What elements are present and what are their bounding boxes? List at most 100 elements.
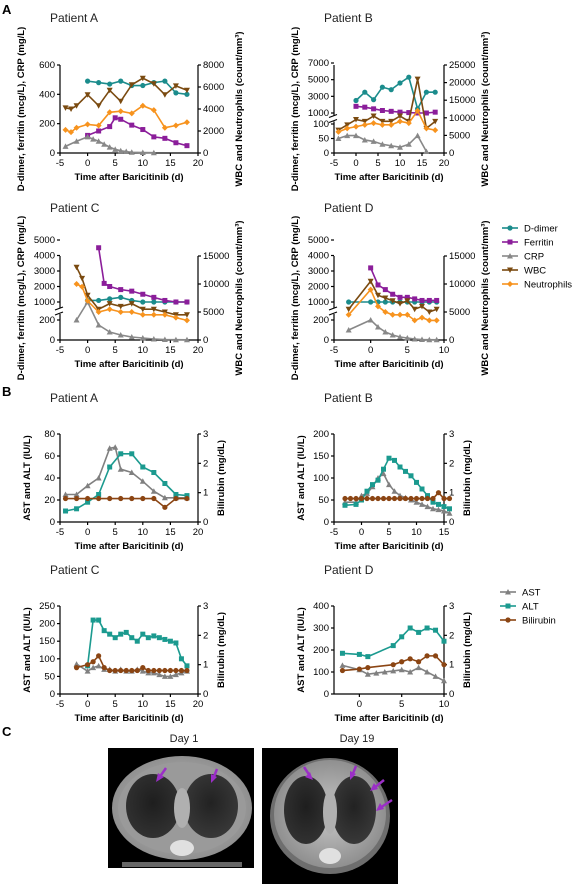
y2-tick-label: 1: [449, 660, 454, 671]
series-alt: [342, 455, 452, 512]
data-point: [150, 336, 157, 342]
data-point: [353, 97, 359, 104]
data-point: [406, 74, 412, 80]
x-tick-label: 0: [85, 699, 90, 710]
data-point: [167, 667, 173, 674]
x-tick-label: 0: [85, 345, 90, 356]
data-point: [161, 311, 168, 318]
data-point: [367, 317, 374, 323]
data-point: [161, 336, 168, 342]
data-point: [375, 324, 381, 330]
series-line: [75, 266, 187, 316]
data-point: [73, 264, 80, 271]
data-point: [388, 108, 394, 114]
legend-marker: [507, 281, 513, 287]
data-point: [101, 665, 107, 671]
data-point: [416, 659, 422, 665]
arrow-icon: [370, 779, 385, 791]
x-tick-label: 10: [138, 527, 149, 538]
data-point: [369, 495, 376, 502]
data-point: [84, 92, 91, 98]
series-line: [65, 104, 188, 134]
data-point: [335, 135, 342, 141]
data-point: [118, 451, 124, 457]
data-point: [382, 295, 389, 301]
y-tick-label: 200: [39, 315, 55, 326]
data-point: [414, 107, 421, 114]
y-tick-label: 0: [50, 689, 55, 700]
x-tick-label: -5: [56, 345, 64, 356]
data-point: [101, 628, 107, 634]
data-point: [356, 666, 362, 672]
data-point: [107, 631, 113, 637]
data-point: [419, 297, 425, 303]
y-tick-label: 200: [313, 645, 329, 656]
data-point: [356, 651, 362, 657]
y2-axis-label: Bilirubin (mg/dL): [462, 440, 473, 516]
y-tick-label: 5000: [308, 75, 329, 86]
data-point: [342, 495, 348, 502]
data-point: [73, 138, 80, 144]
ct-image-day1: [108, 748, 254, 868]
data-point: [379, 108, 385, 113]
data-point: [433, 336, 440, 343]
data-point: [162, 504, 168, 510]
x-tick-label: -5: [330, 527, 338, 538]
data-point: [150, 107, 157, 114]
y2-tick-label: 0: [203, 517, 208, 528]
axis-break-mark: [328, 118, 338, 124]
data-point: [447, 506, 452, 512]
data-point: [426, 317, 433, 324]
x-tick-label: 20: [193, 345, 204, 356]
data-point: [361, 136, 368, 143]
x-tick-label: -5: [330, 345, 338, 356]
data-point: [107, 296, 113, 302]
data-point: [426, 297, 432, 303]
y2-tick-label: 2: [203, 630, 208, 641]
y2-tick-label: 0: [449, 148, 454, 159]
y-tick-label: 0: [324, 517, 329, 528]
data-point: [128, 469, 135, 475]
data-point: [150, 311, 157, 318]
data-point: [90, 136, 97, 142]
y-tick-label: 1000: [308, 297, 329, 308]
data-point: [62, 143, 69, 149]
data-point: [184, 663, 190, 669]
x-tick-label: 5: [405, 345, 410, 356]
data-point: [106, 144, 113, 150]
axis-break-mark: [328, 306, 338, 311]
data-point: [441, 677, 447, 684]
data-point: [96, 492, 102, 497]
data-point: [101, 280, 107, 286]
data-point: [426, 336, 433, 343]
y2-axis-label: Bilirubin (mg/dL): [216, 612, 227, 688]
data-point: [184, 493, 190, 499]
data-point: [85, 662, 91, 668]
data-point: [129, 122, 135, 128]
ct-day19-label: Day 19: [340, 733, 375, 745]
data-point: [388, 142, 395, 149]
data-point: [404, 311, 411, 318]
legend-item: Bilirubin: [500, 616, 556, 627]
x-tick-label: 10: [138, 699, 149, 710]
ct-day1-label: Day 1: [170, 733, 199, 745]
data-point: [345, 306, 352, 313]
series-crp: [345, 317, 440, 343]
data-point: [389, 298, 396, 304]
x-tick-label: 20: [193, 158, 204, 169]
data-point: [388, 118, 395, 125]
series-line: [87, 80, 188, 96]
data-point: [382, 287, 388, 293]
series-line: [65, 452, 188, 512]
data-point: [129, 635, 135, 641]
data-point: [118, 294, 124, 300]
data-point: [432, 109, 438, 115]
arrow-icon: [350, 765, 358, 780]
data-point: [96, 653, 102, 659]
series-wbc: [345, 278, 440, 315]
data-point: [425, 493, 430, 499]
y2-axis-label: WBC and Neutrophils (count/mm³): [480, 31, 491, 186]
y-tick-label: 40: [44, 473, 55, 484]
data-point: [173, 140, 179, 146]
